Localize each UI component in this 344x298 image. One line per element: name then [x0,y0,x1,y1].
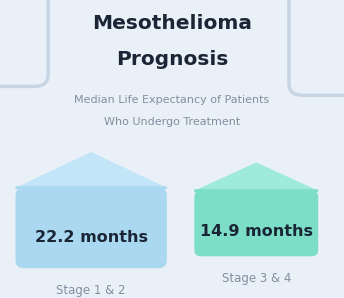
Text: 14.9 months: 14.9 months [200,224,313,239]
FancyBboxPatch shape [194,189,318,192]
Text: 22.2 months: 22.2 months [35,230,148,245]
Text: Prognosis: Prognosis [116,50,228,69]
Text: Mesothelioma: Mesothelioma [92,14,252,33]
Text: Stage 1 & 2: Stage 1 & 2 [56,284,126,297]
Text: Who Undergo Treatment: Who Undergo Treatment [104,117,240,127]
FancyBboxPatch shape [15,186,167,189]
FancyBboxPatch shape [15,188,167,268]
Text: Median Life Expectancy of Patients: Median Life Expectancy of Patients [74,95,270,105]
Polygon shape [15,152,167,188]
FancyBboxPatch shape [194,191,318,256]
Polygon shape [194,162,318,191]
Text: Stage 3 & 4: Stage 3 & 4 [222,272,291,285]
